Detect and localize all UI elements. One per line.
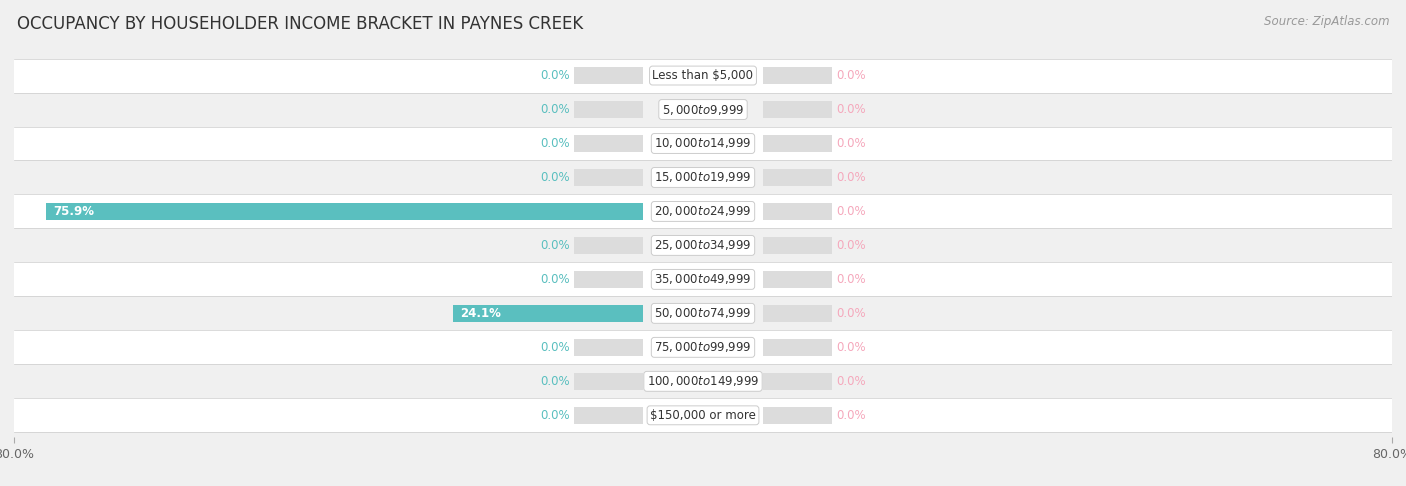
FancyBboxPatch shape: [14, 92, 1392, 126]
Text: $25,000 to $34,999: $25,000 to $34,999: [654, 239, 752, 252]
Text: 0.0%: 0.0%: [540, 375, 569, 388]
Bar: [763, 67, 832, 84]
Bar: [574, 373, 643, 390]
FancyBboxPatch shape: [14, 126, 1392, 160]
Text: 0.0%: 0.0%: [837, 103, 866, 116]
Text: 0.0%: 0.0%: [540, 171, 569, 184]
FancyBboxPatch shape: [14, 399, 1392, 433]
Bar: [763, 373, 832, 390]
Bar: [574, 101, 643, 118]
Text: 0.0%: 0.0%: [837, 375, 866, 388]
Bar: [574, 169, 643, 186]
Text: 0.0%: 0.0%: [837, 341, 866, 354]
Bar: [763, 271, 832, 288]
Bar: [574, 203, 643, 220]
Text: 75.9%: 75.9%: [53, 205, 94, 218]
FancyBboxPatch shape: [14, 194, 1392, 228]
FancyBboxPatch shape: [14, 296, 1392, 330]
Bar: [763, 169, 832, 186]
Text: 0.0%: 0.0%: [540, 273, 569, 286]
Text: $75,000 to $99,999: $75,000 to $99,999: [654, 340, 752, 354]
Text: Source: ZipAtlas.com: Source: ZipAtlas.com: [1264, 15, 1389, 28]
Bar: [574, 407, 643, 424]
FancyBboxPatch shape: [14, 364, 1392, 399]
Text: 0.0%: 0.0%: [837, 273, 866, 286]
Text: $20,000 to $24,999: $20,000 to $24,999: [654, 205, 752, 218]
Bar: [763, 237, 832, 254]
Bar: [453, 305, 643, 322]
FancyBboxPatch shape: [14, 262, 1392, 296]
Bar: [574, 271, 643, 288]
Bar: [574, 305, 643, 322]
Bar: [763, 407, 832, 424]
FancyBboxPatch shape: [14, 228, 1392, 262]
Text: OCCUPANCY BY HOUSEHOLDER INCOME BRACKET IN PAYNES CREEK: OCCUPANCY BY HOUSEHOLDER INCOME BRACKET …: [17, 15, 583, 33]
Bar: [763, 339, 832, 356]
Bar: [763, 305, 832, 322]
Bar: [46, 203, 643, 220]
Text: $100,000 to $149,999: $100,000 to $149,999: [647, 374, 759, 388]
Text: $50,000 to $74,999: $50,000 to $74,999: [654, 306, 752, 320]
Bar: [763, 101, 832, 118]
Text: 0.0%: 0.0%: [540, 341, 569, 354]
Text: 0.0%: 0.0%: [540, 137, 569, 150]
Bar: [763, 135, 832, 152]
Text: $5,000 to $9,999: $5,000 to $9,999: [662, 103, 744, 117]
FancyBboxPatch shape: [14, 330, 1392, 364]
Text: $15,000 to $19,999: $15,000 to $19,999: [654, 171, 752, 185]
Text: 0.0%: 0.0%: [540, 103, 569, 116]
Text: 0.0%: 0.0%: [837, 171, 866, 184]
Bar: [574, 237, 643, 254]
Text: Less than $5,000: Less than $5,000: [652, 69, 754, 82]
Text: 0.0%: 0.0%: [540, 409, 569, 422]
FancyBboxPatch shape: [14, 58, 1392, 92]
Text: $150,000 or more: $150,000 or more: [650, 409, 756, 422]
Text: 0.0%: 0.0%: [837, 239, 866, 252]
Text: 0.0%: 0.0%: [837, 137, 866, 150]
Bar: [763, 203, 832, 220]
Text: 0.0%: 0.0%: [837, 307, 866, 320]
FancyBboxPatch shape: [14, 160, 1392, 194]
Text: $10,000 to $14,999: $10,000 to $14,999: [654, 137, 752, 151]
Bar: [574, 339, 643, 356]
Text: 0.0%: 0.0%: [540, 69, 569, 82]
Text: 0.0%: 0.0%: [837, 409, 866, 422]
Text: $35,000 to $49,999: $35,000 to $49,999: [654, 273, 752, 286]
Text: 24.1%: 24.1%: [460, 307, 501, 320]
Text: 0.0%: 0.0%: [837, 205, 866, 218]
Text: 0.0%: 0.0%: [837, 69, 866, 82]
Bar: [574, 67, 643, 84]
Text: 0.0%: 0.0%: [540, 239, 569, 252]
Bar: [574, 135, 643, 152]
